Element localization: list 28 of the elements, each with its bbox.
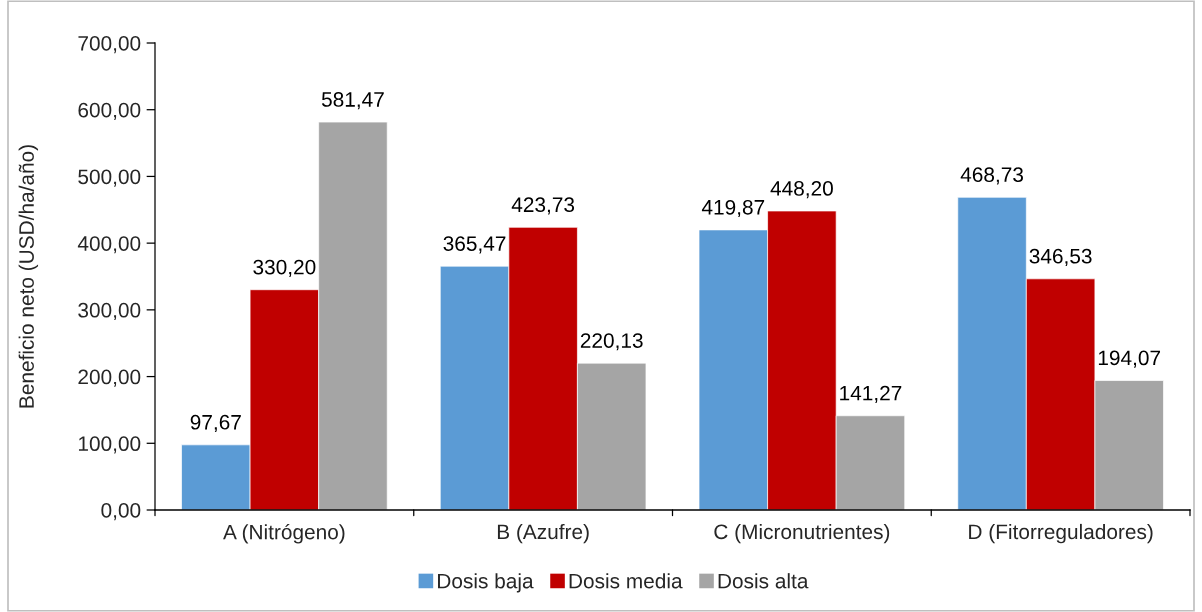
legend-label: Dosis alta: [718, 573, 809, 589]
y-tick-label: 0,00: [101, 503, 141, 521]
y-tick-label: 100,00: [78, 436, 141, 454]
data-label: 346,53: [1029, 248, 1092, 267]
data-label: 468,73: [960, 167, 1023, 185]
x-tick-label: B (Azufre): [497, 523, 589, 544]
data-label: 365,47: [443, 236, 506, 254]
y-tick-label: 300,00: [78, 302, 141, 321]
data-label: 419,87: [701, 199, 765, 218]
x-tick-label: A (Nitrógeno): [223, 523, 345, 544]
data-label: 330,20: [253, 259, 316, 277]
y-tick-label: 400,00: [77, 236, 141, 254]
data-label: 423,73: [511, 197, 575, 215]
y-axis-title: Beneficio neto (USD/ha/año): [18, 145, 39, 408]
data-label: 220,13: [580, 333, 643, 351]
data-label: 581,47: [321, 92, 384, 110]
legend-label: Dosis baja: [438, 573, 534, 593]
y-tick-label: 600,00: [78, 102, 141, 120]
data-label: 97,67: [190, 414, 241, 433]
y-tick-label: 700,00: [78, 36, 141, 54]
y-tick-label: 500,00: [78, 169, 141, 187]
y-tick-label: 200,00: [78, 369, 141, 387]
data-label: 194,07: [1098, 350, 1161, 368]
legend-label: Dosis media: [569, 573, 683, 589]
data-label: 448,20: [770, 181, 833, 199]
x-tick-label: D (Fitorreguladores): [969, 523, 1153, 544]
x-tick-label: C (Micronutrientes): [714, 523, 890, 544]
data-label: 141,27: [840, 385, 902, 403]
